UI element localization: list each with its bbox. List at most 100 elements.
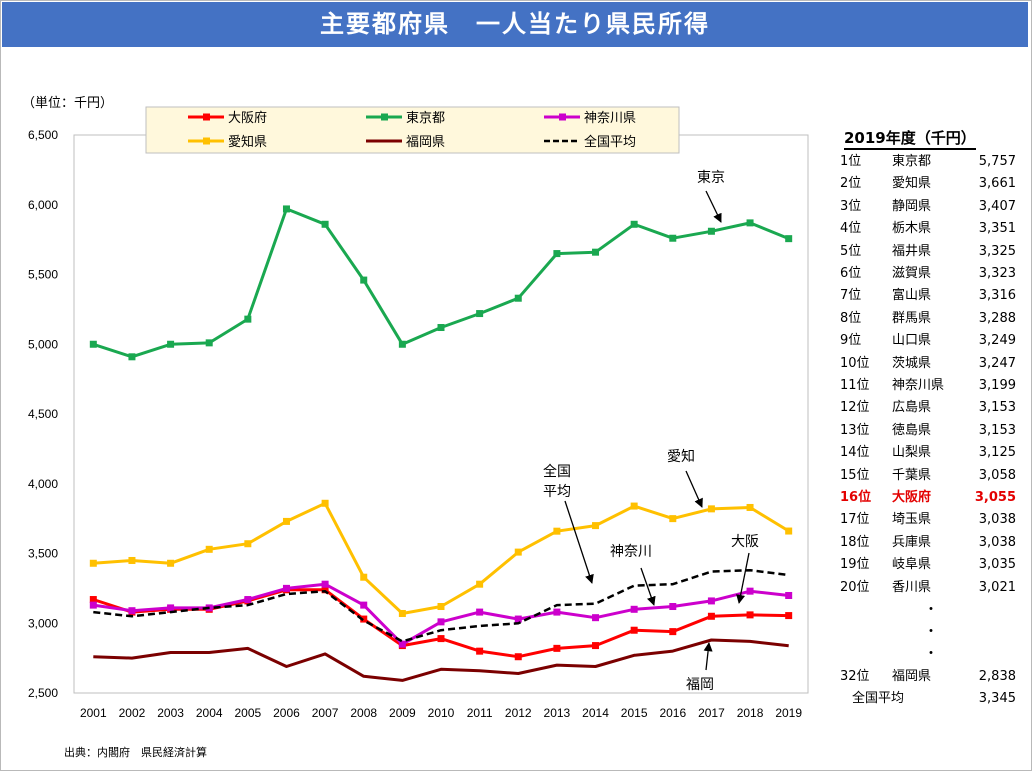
data-point bbox=[360, 276, 368, 284]
rank-number: 17位 bbox=[840, 512, 870, 528]
prefecture-name: 東京都 bbox=[892, 154, 932, 169]
income-value: 3,058 bbox=[978, 467, 1016, 483]
legend-marker bbox=[381, 113, 388, 121]
prefecture-name: 兵庫県 bbox=[892, 534, 932, 550]
data-point bbox=[398, 340, 406, 348]
legend-box bbox=[145, 106, 680, 154]
ranking-row: 2位 愛知県 3,661 bbox=[840, 173, 1020, 195]
ranking-row: 7位 富山県 3,316 bbox=[840, 285, 1020, 307]
income-value: 3,153 bbox=[978, 400, 1016, 416]
data-point bbox=[592, 522, 600, 530]
ranking-row: 14位 山梨県 3,125 bbox=[840, 442, 1020, 464]
data-point bbox=[476, 647, 484, 655]
average-value: 3,345 bbox=[978, 691, 1016, 706]
ranking-row: 15位 千葉県 3,058 bbox=[840, 465, 1020, 487]
prefecture-name: 岐阜県 bbox=[892, 557, 932, 573]
x-tick-label: 2018 bbox=[737, 706, 764, 720]
prefecture-name: 山口県 bbox=[892, 333, 932, 349]
ranking-row: 4位 栃木県 3,351 bbox=[840, 218, 1020, 240]
x-tick-label: 2017 bbox=[698, 706, 725, 720]
data-point bbox=[128, 353, 136, 361]
data-point bbox=[630, 605, 638, 613]
rank-number: 4位 bbox=[840, 221, 862, 237]
ranking-row: 6位 滋賀県 3,323 bbox=[840, 263, 1020, 285]
x-tick-label: 2008 bbox=[350, 706, 377, 720]
rank-number: 32位 bbox=[840, 669, 870, 684]
data-point bbox=[746, 503, 754, 511]
data-point bbox=[514, 653, 522, 661]
rank-number: 15位 bbox=[840, 467, 870, 483]
legend-label: 神奈川県 bbox=[584, 111, 636, 126]
data-point bbox=[321, 586, 329, 594]
data-point bbox=[669, 234, 677, 242]
rank-number: 20位 bbox=[840, 579, 870, 595]
data-point bbox=[746, 611, 754, 619]
data-point bbox=[282, 205, 290, 213]
data-point bbox=[669, 603, 677, 611]
data-point bbox=[128, 607, 136, 615]
ranking-row: 18位 兵庫県 3,038 bbox=[840, 532, 1020, 554]
rank-number: 3位 bbox=[840, 198, 862, 214]
prefecture-name: 千葉県 bbox=[892, 467, 932, 483]
x-tick-label: 2019 bbox=[775, 706, 802, 720]
ellipsis-dot: ・ bbox=[924, 624, 938, 640]
data-point bbox=[437, 324, 445, 332]
income-value: 3,021 bbox=[978, 579, 1016, 595]
income-value: 3,325 bbox=[978, 243, 1016, 259]
data-point bbox=[592, 642, 600, 650]
annotation-label: 東京 bbox=[697, 170, 725, 186]
data-point bbox=[592, 614, 600, 622]
legend-label: 福岡県 bbox=[406, 135, 445, 150]
legend-marker bbox=[203, 113, 210, 121]
prefecture-name: 徳島県 bbox=[892, 422, 932, 438]
data-point bbox=[205, 545, 213, 553]
prefecture-name: 茨城県 bbox=[892, 355, 932, 371]
income-value: 5,757 bbox=[978, 154, 1016, 169]
annotation-arrow bbox=[564, 500, 594, 584]
series-1 bbox=[89, 205, 793, 361]
prefecture-name: 福岡県 bbox=[892, 669, 932, 684]
ranking-row: 17位 埼玉県 3,038 bbox=[840, 509, 1020, 531]
data-point bbox=[437, 603, 445, 611]
rank-number: 12位 bbox=[840, 400, 870, 416]
average-label: 全国平均 bbox=[852, 691, 905, 706]
rank-number: 6位 bbox=[840, 266, 862, 281]
income-value: 3,407 bbox=[978, 198, 1016, 214]
data-point bbox=[630, 220, 638, 228]
rank-number: 1位 bbox=[840, 154, 862, 169]
x-tick-label: 2015 bbox=[621, 706, 648, 720]
rank-number: 7位 bbox=[840, 288, 862, 304]
data-point bbox=[244, 540, 252, 548]
legend-label: 全国平均 bbox=[584, 134, 636, 150]
rank-number: 2位 bbox=[840, 176, 862, 192]
y-tick-label: 2,500 bbox=[28, 686, 58, 700]
income-value: 3,661 bbox=[978, 176, 1016, 192]
x-tick-label: 2006 bbox=[273, 706, 300, 720]
data-point bbox=[514, 548, 522, 556]
legend-label: 愛知県 bbox=[228, 134, 267, 150]
x-tick-label: 2012 bbox=[505, 706, 532, 720]
data-point bbox=[514, 615, 522, 623]
data-point bbox=[476, 310, 484, 318]
prefecture-name: 群馬県 bbox=[892, 310, 932, 326]
rank-number: 18位 bbox=[840, 534, 870, 550]
annotation-arrow bbox=[640, 567, 656, 606]
x-tick-label: 2010 bbox=[428, 706, 455, 720]
series-line bbox=[93, 638, 789, 682]
data-point bbox=[89, 601, 97, 609]
data-point bbox=[437, 618, 445, 626]
ranking-row: 1位 東京都 5,757 bbox=[840, 151, 1020, 173]
data-point bbox=[630, 626, 638, 634]
x-tick-label: 2007 bbox=[312, 706, 339, 720]
legend-label: 大阪府 bbox=[228, 111, 267, 126]
prefecture-name: 埼玉県 bbox=[892, 512, 932, 528]
x-tick-label: 2013 bbox=[544, 706, 571, 720]
data-point bbox=[360, 601, 368, 609]
data-point bbox=[707, 597, 715, 605]
ranking-row: 10位 茨城県 3,247 bbox=[840, 353, 1020, 375]
y-tick-label: 6,000 bbox=[28, 198, 58, 212]
data-point bbox=[89, 340, 97, 348]
annotation-label: 大阪 bbox=[731, 534, 759, 550]
data-point bbox=[398, 609, 406, 617]
